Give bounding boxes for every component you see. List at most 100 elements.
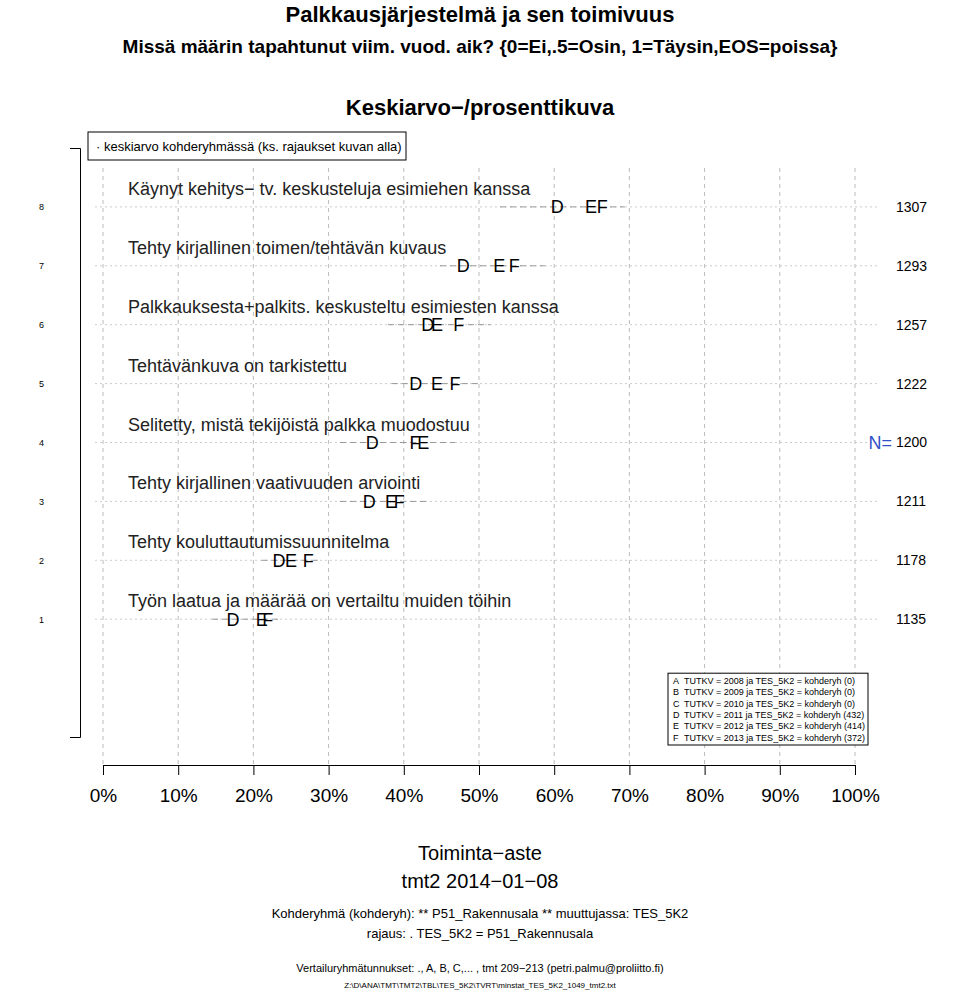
grid-line-y	[95, 560, 880, 561]
dot-marker: D	[457, 256, 470, 276]
legend: ATUTKV = 2008 ja TES_5K2 = kohderyh (0)B…	[668, 673, 868, 745]
x-tick-mark	[479, 765, 480, 775]
x-tick-label: 30%	[310, 785, 348, 806]
legend-label: TUTKV = 2012 ja TES_5K2 = kohderyh (414)	[684, 721, 865, 731]
dot-marker: D	[363, 492, 376, 512]
x-tick: 40%	[385, 765, 423, 806]
y-tick: 3	[39, 497, 80, 507]
interval	[340, 442, 455, 443]
footer-text: Z:\D\ANA\TMT\TMT2\TBL\TES_5K2\TVRT\minst…	[344, 981, 616, 990]
grid-line-y	[95, 383, 880, 384]
dot-marker: F	[303, 551, 314, 571]
x-tick-mark	[629, 765, 630, 775]
x-tick: 10%	[160, 765, 198, 806]
plot-area: DDDDDDDDEEEEEEEEFFFFFFFF	[212, 197, 625, 629]
x-tick-mark	[780, 765, 781, 775]
x-tick-mark	[705, 765, 706, 775]
dot-marker: E	[493, 256, 505, 276]
grid-line-y	[95, 324, 880, 325]
y-tick-label: 3	[39, 497, 44, 507]
note-box: · keskiarvo kohderyhmässä (ks. rajaukset…	[88, 132, 406, 160]
grid	[95, 168, 880, 765]
n-value: 1211	[896, 493, 926, 509]
x-axis-title: Toiminta−aste	[418, 842, 542, 864]
footer-text: rajaus: . TES_5K2 = P51_Rakennusala	[367, 926, 594, 941]
category-label: Tehtävänkuva on tarkistettu	[128, 356, 347, 376]
grid-line-x	[479, 168, 480, 765]
x-tick-label: 0%	[90, 785, 118, 806]
x-tick-mark	[329, 765, 330, 775]
legend-marker: D	[673, 710, 680, 720]
x-tick-label: 80%	[686, 785, 724, 806]
x-tick-mark	[404, 765, 405, 775]
x-tick-label: 60%	[536, 785, 574, 806]
x-tick: 60%	[536, 765, 574, 806]
x-tick-mark	[103, 765, 104, 775]
category-labels: Työn laatua ja määrää on vertailtu muide…	[128, 179, 560, 611]
dot-marker: F	[453, 315, 464, 335]
legend-label: TUTKV = 2008 ja TES_5K2 = kohderyh (0)	[684, 676, 855, 686]
x-tick: 70%	[611, 765, 649, 806]
x-tick-label: 70%	[611, 785, 649, 806]
x-tick: 80%	[686, 765, 724, 806]
grid-line-y	[95, 206, 880, 207]
y-axis-line	[70, 149, 81, 738]
y-tick: 1	[39, 615, 80, 625]
n-value: 1222	[896, 376, 927, 392]
grid-line-y	[95, 265, 880, 266]
series: DDDDDDDD	[227, 197, 564, 629]
n-value: 1135	[896, 611, 926, 627]
x-tick: 50%	[460, 765, 498, 806]
y-tick-label: 1	[39, 615, 44, 625]
legend-marker: E	[673, 721, 679, 731]
dot-marker: E	[585, 197, 597, 217]
dot-marker: D	[227, 610, 240, 630]
title: Palkkausjärjestelmä ja sen toimivuus	[286, 2, 675, 27]
x-tick-label: 50%	[460, 785, 498, 806]
legend-label: TUTKV = 2011 ja TES_5K2 = kohderyh (432)	[684, 710, 864, 720]
legend-label: TUTKV = 2013 ja TES_5K2 = kohderyh (372)	[684, 733, 865, 743]
dot-marker: E	[431, 374, 443, 394]
dot-marker: F	[410, 433, 421, 453]
chart: Palkkausjärjestelmä ja sen toimivuusMiss…	[0, 0, 960, 991]
y-tick: 2	[39, 556, 80, 566]
series: FFFFFFFF	[262, 197, 608, 629]
dot-marker: D	[366, 433, 379, 453]
dot-marker: F	[597, 197, 608, 217]
note-text: · keskiarvo kohderyhmässä (ks. rajaukset…	[96, 139, 402, 154]
dot-marker: F	[262, 610, 273, 630]
y-tick: 4	[39, 438, 80, 448]
legend-marker: A	[673, 676, 679, 686]
y-tick-label: 4	[39, 438, 44, 448]
y-tick-label: 5	[39, 379, 44, 389]
dot-marker: D	[409, 374, 422, 394]
x-tick-label: 100%	[831, 785, 880, 806]
category-label: Tehty kirjallinen vaativuuden arviointi	[128, 473, 420, 493]
category-label: Työn laatua ja määrää on vertailtu muide…	[128, 591, 511, 611]
footer-text: Vertailuryhmätunnukset: ., A, B, C,... ,…	[296, 962, 663, 974]
y-tick: 5	[39, 379, 80, 389]
x-tick: 20%	[235, 765, 273, 806]
dot-marker: E	[431, 315, 443, 335]
y-tick-label: 2	[39, 556, 44, 566]
note-frame	[88, 132, 406, 160]
n-label: N=	[868, 433, 892, 453]
grid-line-x	[554, 168, 555, 765]
n-value: 1178	[896, 552, 926, 568]
y-tick-label: 8	[39, 202, 44, 212]
category-label: Tehty kirjallinen toimen/tehtävän kuvaus	[128, 238, 446, 258]
grid-line-y	[95, 442, 880, 443]
n-values: 11351178121112001222125712931307	[896, 199, 927, 627]
legend-marker: C	[673, 699, 680, 709]
x-tick-mark	[855, 765, 856, 775]
category-label: Tehty kouluttautumissuunnitelma	[128, 532, 390, 552]
x-tick-label: 40%	[385, 785, 423, 806]
x-tick: 30%	[310, 765, 348, 806]
x-tick-label: 20%	[235, 785, 273, 806]
legend-marker: F	[673, 733, 679, 743]
y-tick: 8	[39, 202, 80, 212]
n-value: 1307	[896, 199, 927, 215]
footer-text: Kohderyhmä (kohderyh): ** P51_Rakennusal…	[272, 906, 689, 921]
dot-marker: D	[272, 551, 285, 571]
dot-marker: D	[551, 197, 564, 217]
